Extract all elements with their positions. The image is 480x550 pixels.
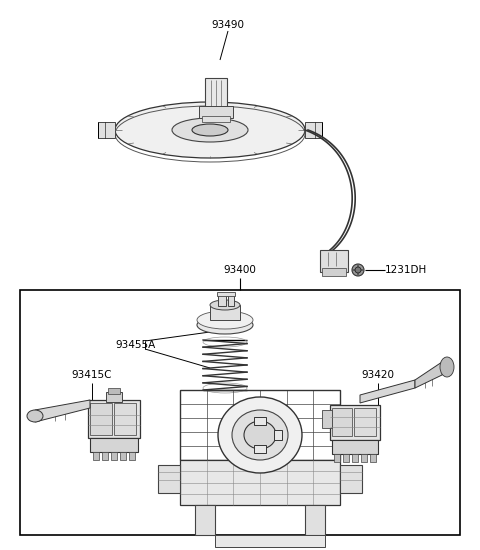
Bar <box>343 454 349 462</box>
Polygon shape <box>415 360 445 388</box>
Bar <box>330 405 380 440</box>
Ellipse shape <box>27 410 43 422</box>
Ellipse shape <box>115 102 305 158</box>
Bar <box>332 408 352 436</box>
Bar <box>90 403 112 435</box>
Text: 93415C: 93415C <box>72 370 112 380</box>
Ellipse shape <box>244 421 276 449</box>
Ellipse shape <box>197 311 253 329</box>
Ellipse shape <box>172 118 248 142</box>
Bar <box>215 535 325 547</box>
Bar <box>202 116 230 122</box>
Bar <box>88 400 140 438</box>
Bar <box>129 452 135 460</box>
Bar <box>210 305 240 320</box>
Bar <box>322 268 346 276</box>
Text: 93420: 93420 <box>361 370 395 380</box>
Text: 93490: 93490 <box>212 20 244 30</box>
Polygon shape <box>360 380 415 403</box>
Polygon shape <box>98 122 115 138</box>
Bar <box>106 392 122 402</box>
Bar <box>180 460 340 505</box>
Text: 1231DH: 1231DH <box>385 265 427 275</box>
Bar <box>370 454 376 462</box>
Bar <box>228 294 234 306</box>
Ellipse shape <box>232 410 288 460</box>
Bar <box>199 106 233 118</box>
Bar <box>322 410 332 428</box>
Bar <box>93 452 99 460</box>
Bar <box>334 454 340 462</box>
Polygon shape <box>35 400 90 422</box>
Bar <box>158 465 180 493</box>
Ellipse shape <box>352 264 364 276</box>
Ellipse shape <box>440 357 454 377</box>
Bar <box>254 417 266 425</box>
Bar <box>20 290 460 535</box>
Bar <box>305 505 325 535</box>
Ellipse shape <box>197 316 253 334</box>
Bar <box>361 454 367 462</box>
Bar <box>217 292 235 296</box>
Bar <box>114 403 136 435</box>
Bar <box>102 452 108 460</box>
Bar <box>340 465 362 493</box>
Bar <box>205 78 227 113</box>
Text: 93455A: 93455A <box>115 340 155 350</box>
Ellipse shape <box>355 267 361 273</box>
Bar <box>274 430 282 440</box>
Bar <box>332 440 378 454</box>
Bar <box>180 390 340 460</box>
Polygon shape <box>305 122 322 138</box>
Bar <box>354 408 376 436</box>
Ellipse shape <box>192 124 228 136</box>
Bar <box>111 452 117 460</box>
Text: 93400: 93400 <box>224 265 256 275</box>
Bar <box>108 388 120 394</box>
Bar <box>90 438 138 452</box>
Ellipse shape <box>210 300 240 310</box>
Bar <box>352 454 358 462</box>
Bar <box>218 294 226 306</box>
Bar <box>320 250 348 272</box>
Bar <box>120 452 126 460</box>
Ellipse shape <box>218 397 302 473</box>
Bar <box>195 505 215 535</box>
Bar <box>254 445 266 453</box>
